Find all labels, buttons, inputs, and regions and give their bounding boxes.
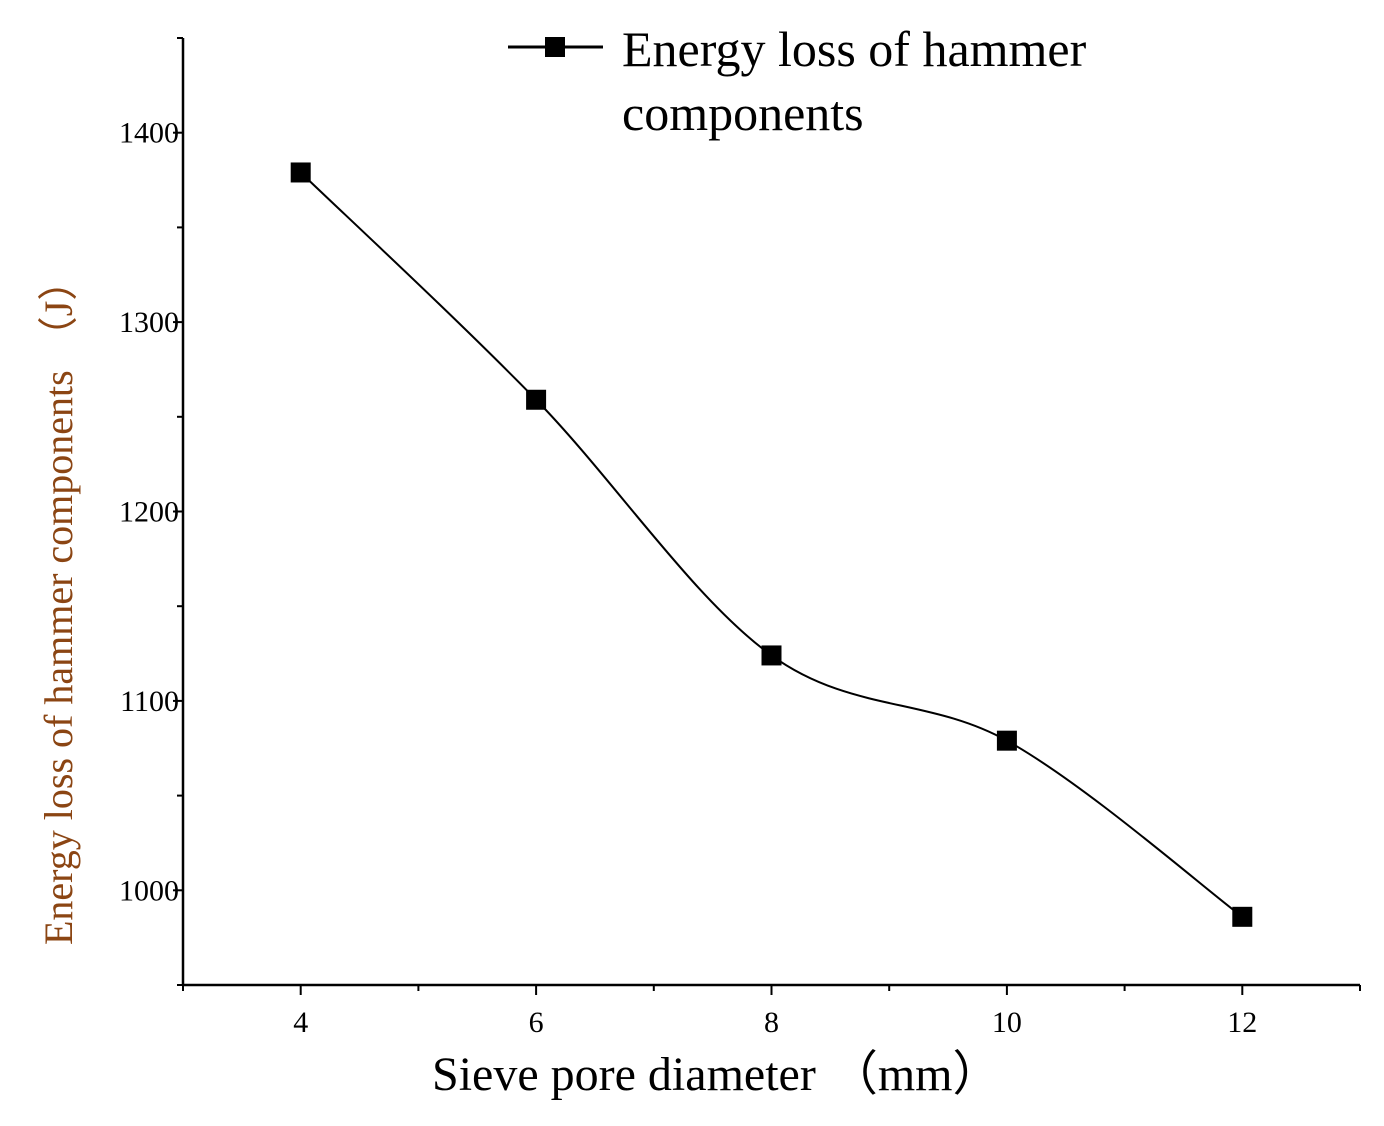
data-series <box>290 162 1253 927</box>
y-tick-label: 1200 <box>119 496 179 529</box>
x-axis-title-text: Sieve pore diameter <box>432 1048 816 1101</box>
y-tick-label: 1100 <box>120 685 179 718</box>
legend-label-line1: Energy loss of hammer <box>622 21 1087 77</box>
x-tick-label: 6 <box>529 1006 544 1039</box>
x-tick-label: 4 <box>293 1006 308 1039</box>
series-line <box>300 171 1243 918</box>
x-tick-label: 12 <box>1227 1006 1257 1039</box>
x-axis-unit: （mm） <box>830 1048 1001 1101</box>
data-point <box>1232 906 1253 927</box>
y-tick-label: 1000 <box>119 874 179 907</box>
y-axis-title: Energy loss of hammer components （J） <box>36 261 81 945</box>
x-tick-label: 8 <box>764 1006 779 1039</box>
legend: Energy loss of hammer components <box>508 21 1087 141</box>
legend-label-line2: components <box>622 85 864 141</box>
legend-square-marker <box>545 37 565 57</box>
x-tick-label: 10 <box>992 1006 1022 1039</box>
data-point <box>996 730 1017 751</box>
data-point <box>290 162 311 183</box>
y-axis-ticks: 1000 1100 1200 1300 1400 <box>119 37 183 986</box>
y-axis-title-text: Energy loss of hammer components <box>36 370 81 945</box>
data-point <box>526 389 547 410</box>
axes <box>181 38 1360 987</box>
y-tick-label: 1400 <box>119 117 179 150</box>
x-axis-ticks: 4 6 8 10 12 <box>182 985 1361 1039</box>
data-point <box>761 645 782 666</box>
x-axis-title: Sieve pore diameter （mm） <box>432 1048 1001 1101</box>
y-tick-label: 1300 <box>119 306 179 339</box>
y-axis-unit: （J） <box>36 261 81 357</box>
